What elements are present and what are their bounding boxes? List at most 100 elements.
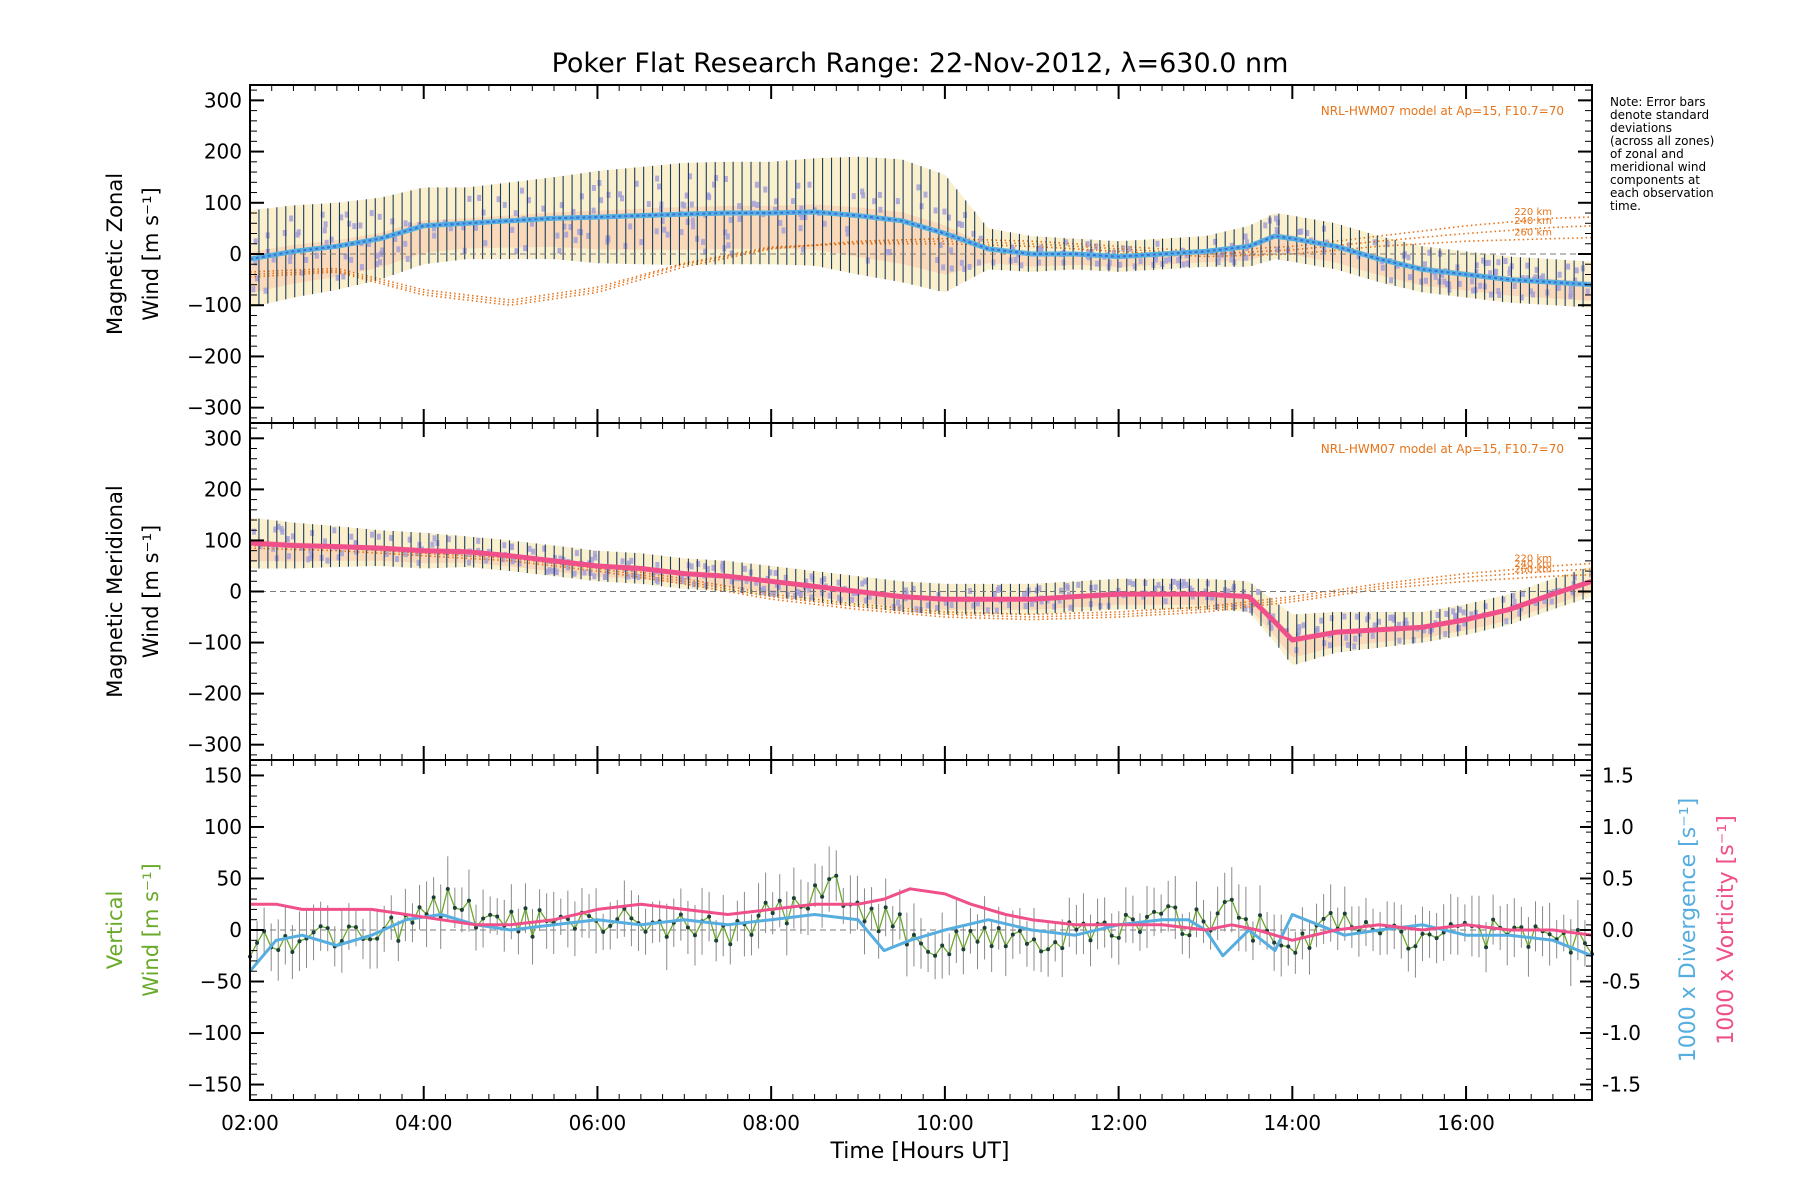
note-line: denote standard [1610,108,1709,122]
vertical-wind-point [1413,944,1418,949]
y2-tick-label: -0.5 [1602,970,1641,994]
zone-sample [1181,261,1186,268]
zone-sample [1507,270,1512,277]
vertical-wind-point [975,939,980,944]
zone-sample [1573,277,1578,284]
zone-sample [1488,270,1493,277]
zone-sample [978,235,983,242]
zone-sample [1164,257,1169,264]
zone-sample [687,173,692,180]
zone-sample [1231,585,1236,592]
zone-sample [1052,603,1057,610]
y-tick-label: 200 [204,477,242,501]
zone-sample [1556,284,1561,291]
zone-sample [1095,260,1100,267]
zone-sample [1356,253,1361,260]
zone-sample [1301,622,1306,629]
vertical-wind-point [474,925,479,930]
vertical-wind-point [1152,909,1157,914]
vertical-wind-point [1533,924,1538,929]
zone-sample [393,235,398,242]
y-tick-label: 0 [229,580,242,604]
zone-sample [705,566,710,573]
vertical-wind-point [1582,941,1587,946]
zone-sample [1220,251,1225,258]
zone-sample [925,602,930,609]
zone-sample [1213,238,1218,245]
zone-sample [1407,274,1412,281]
zone-sample [737,203,742,210]
zone-sample [1488,291,1493,298]
zone-sample [369,210,374,217]
zone-sample [1111,249,1116,256]
zone-sample [938,242,943,249]
zone-sample [1068,604,1073,611]
zone-sample [783,574,788,581]
model-label-0: 220 km [1514,207,1552,218]
zone-sample [403,240,408,247]
zone-sample [1474,262,1479,269]
zone-sample [967,587,972,594]
zone-sample [593,554,598,561]
vertical-wind-point [827,877,832,882]
zone-sample [289,215,294,222]
vertical-wind-point [290,950,295,955]
zone-sample [1064,239,1069,246]
zone-sample [1504,618,1509,625]
zone-sample [872,198,877,205]
zone-sample [389,534,394,541]
zone-sample [1006,602,1011,609]
zone-sample [1295,632,1300,639]
zone-sample [405,255,410,262]
y-tick-label: 100 [204,528,242,552]
vertical-wind-point [459,907,464,912]
zone-sample [1483,603,1488,610]
vertical-wind-point [947,952,952,957]
zone-sample [430,541,435,548]
zone-sample [861,192,866,199]
zone-sample [807,181,812,188]
vertical-wind-point [1378,931,1383,936]
zone-sample [796,182,801,189]
zone-sample [553,567,558,574]
zone-sample [377,213,382,220]
y-axis-label-line: Wind [m s⁻¹] [139,863,163,996]
zone-sample [349,533,354,540]
zone-sample [1533,600,1538,607]
zone-sample [822,576,827,583]
vertical-wind-point [1046,947,1051,952]
zone-sample [526,197,531,204]
zone-sample [251,286,256,293]
zone-sample [296,229,301,236]
zone-sample [636,574,641,581]
zone-sample [1372,622,1377,629]
zone-sample [354,548,359,555]
zone-sample [517,560,522,567]
zone-sample [774,198,779,205]
zone-sample [1496,259,1501,266]
vertical-wind-point [608,923,613,928]
zone-sample [349,256,354,263]
zone-sample [467,195,472,202]
zone-sample [1531,291,1536,298]
zone-sample [1474,269,1479,276]
zone-sample [1419,278,1424,285]
zone-sample [711,564,716,571]
zone-sample [432,232,437,239]
note-line: Note: Error bars [1610,95,1705,109]
zone-sample [602,574,607,581]
zone-sample [935,256,940,263]
zone-sample [1243,605,1248,612]
vertical-wind-point [883,905,888,910]
zone-sample [877,191,882,198]
zone-sample [547,567,552,574]
zone-sample [1342,613,1347,620]
zone-sample [691,223,696,230]
y-axis-label-line: Wind [m s⁻¹] [139,525,163,658]
vertical-wind-point [933,953,938,958]
y2-tick-label: 0.0 [1602,918,1634,942]
vertical-wind-point [876,929,881,934]
zone-sample [878,206,883,213]
vertical-wind-point [466,898,471,903]
model-curve-2 [249,547,1593,621]
